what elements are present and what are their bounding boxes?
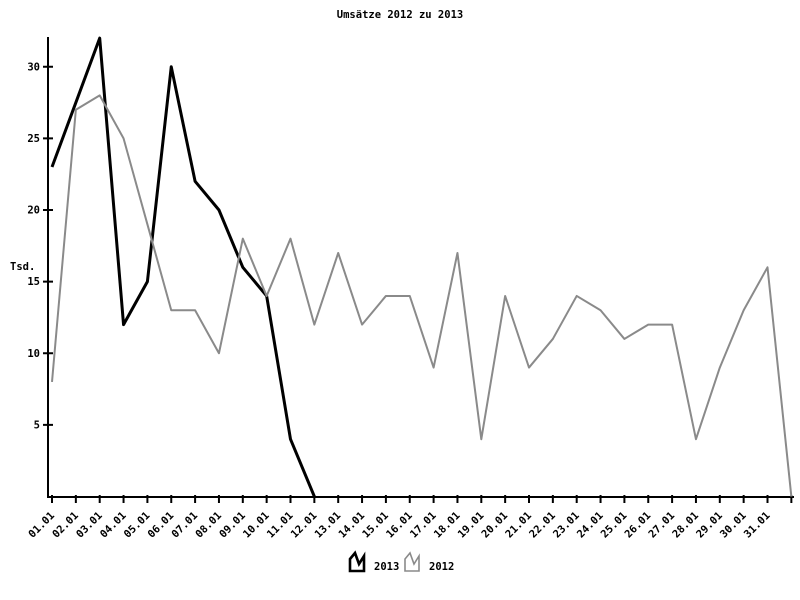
series-lines [50,36,793,498]
x-tick-label: 12.01 [289,510,320,541]
series-line-2012 [51,94,793,497]
x-tick-label: 11.01 [265,510,296,541]
x-tick-label: 18.01 [432,510,463,541]
x-tick-label: 19.01 [456,510,487,541]
x-tick-label: 08.01 [193,510,224,541]
y-tick-label: 5 [34,419,40,431]
y-axis-ticks: 5 10 15 20 25 30 [27,61,53,431]
y-tick-label: 30 [27,61,40,73]
legend-label-2013: 2013 [374,561,399,573]
x-tick-label: 03.01 [74,510,105,541]
y-axis-label: Tsd. [10,261,35,273]
x-tick-label: 01.01 [26,510,57,541]
x-tick-label: 29.01 [694,510,725,541]
y-tick-label: 25 [27,133,40,145]
x-tick-label: 13.01 [312,510,343,541]
y-tick-label: 10 [27,348,40,360]
x-tick-label: 26.01 [623,510,654,541]
x-tick-label: 24.01 [575,510,606,541]
x-tick-label: 04.01 [98,510,129,541]
x-tick-label: 10.01 [241,510,272,541]
x-tick-label: 17.01 [408,510,439,541]
x-tick-label: 31.01 [742,510,773,541]
x-tick-label: 15.01 [360,510,391,541]
x-tick-label: 30.01 [718,510,749,541]
x-axis-ticks: 01.0102.0103.0104.0105.0106.0107.0108.01… [26,495,793,541]
series-2013-legend-icon [348,550,366,573]
chart-title: Umsätze 2012 zu 2013 [337,9,463,21]
x-tick-label: 07.01 [169,510,200,541]
y-tick-label: 15 [27,276,40,288]
legend-label-2012: 2012 [429,561,454,573]
x-tick-label: 05.01 [122,510,153,541]
x-tick-label: 16.01 [384,510,415,541]
x-tick-label: 06.01 [146,510,177,541]
x-tick-label: 21.01 [503,510,534,541]
x-tick-label: 25.01 [599,510,630,541]
x-tick-label: 14.01 [336,510,367,541]
series-line-2013 [50,36,316,498]
x-tick-label: 09.01 [217,510,248,541]
chart-legend: 2013 2012 [348,550,454,573]
x-tick-label: 28.01 [670,510,701,541]
x-tick-label: 23.01 [551,510,582,541]
y-tick-label: 20 [27,205,40,217]
x-tick-label: 27.01 [646,510,677,541]
series-2012-legend-icon [404,551,420,572]
x-tick-label: 20.01 [479,510,510,541]
x-tick-label: 22.01 [527,510,558,541]
x-tick-label: 02.01 [50,510,81,541]
